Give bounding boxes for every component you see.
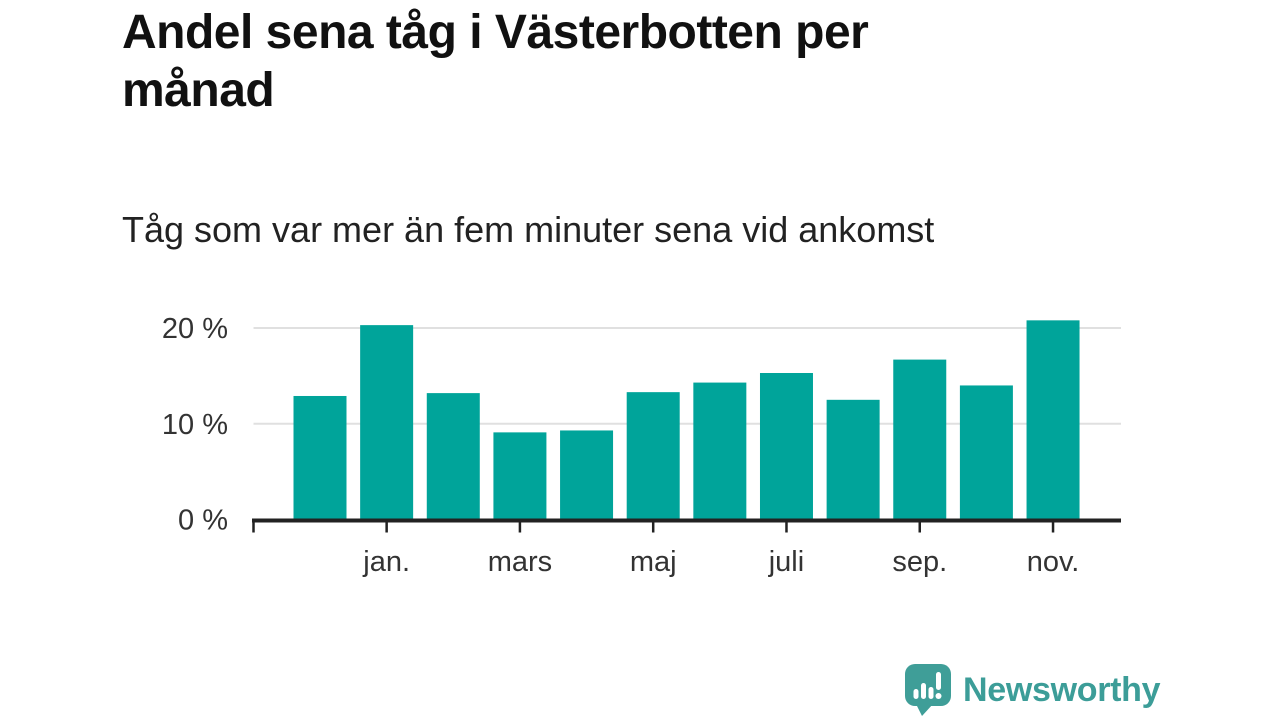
chart-subtitle: Tåg som var mer än fem minuter sena vid … xyxy=(122,209,935,250)
bar-2 xyxy=(360,325,414,521)
bar-1 xyxy=(293,395,347,521)
bar-4 xyxy=(493,432,547,521)
bar-12 xyxy=(1026,320,1080,521)
bar-3 xyxy=(426,393,480,521)
x-tick-label: sep. xyxy=(892,546,947,578)
x-tick-label: juli xyxy=(768,546,804,578)
x-tick-label: nov. xyxy=(1027,546,1080,578)
bar-11 xyxy=(959,385,1013,521)
x-tick-label: jan. xyxy=(362,546,410,578)
brand-name: Newsworthy xyxy=(963,670,1161,709)
bar-7 xyxy=(693,382,747,521)
bar-10 xyxy=(893,359,947,521)
bar-5 xyxy=(560,430,614,521)
x-tick-label: maj xyxy=(630,546,677,578)
x-tick-label: mars xyxy=(488,546,552,578)
bar-9 xyxy=(826,399,880,521)
bar-6 xyxy=(626,392,680,521)
y-tick-label: 0 % xyxy=(178,505,228,537)
newsworthy-logo-icon xyxy=(905,664,951,716)
y-tick-label: 20 % xyxy=(162,313,228,345)
bar-8 xyxy=(759,373,813,521)
brand-footer: Newsworthy xyxy=(903,663,1161,717)
chart-title: Andel sena tåg i Västerbotten per månad xyxy=(122,6,869,117)
y-tick-label: 10 % xyxy=(162,409,228,441)
